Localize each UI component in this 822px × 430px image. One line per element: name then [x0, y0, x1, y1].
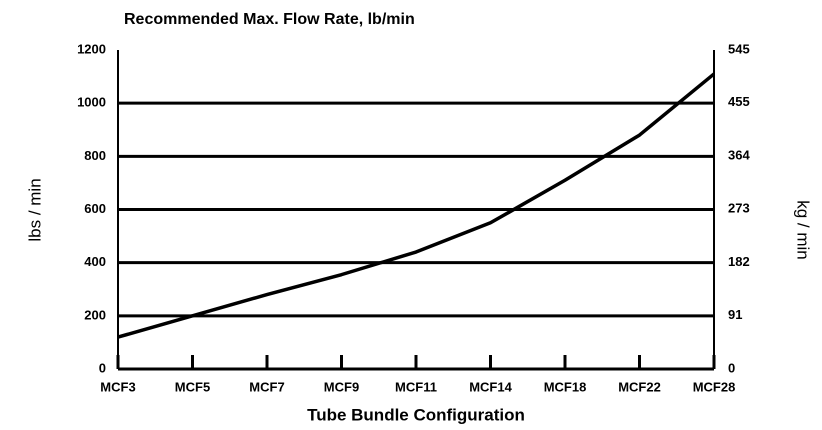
- y2-tick-label: 182: [728, 254, 750, 269]
- line-series: [117, 72, 716, 339]
- y2-tick-label: 0: [728, 360, 735, 375]
- y-tick-label: 0: [99, 360, 106, 375]
- x-tick-label: MCF18: [544, 379, 587, 394]
- x-tick-label: MCF14: [469, 379, 512, 394]
- chart-title: Recommended Max. Flow Rate, lb/min: [124, 11, 415, 28]
- y2-tick-label: 545: [728, 41, 750, 56]
- x-tick-label: MCF28: [693, 379, 736, 394]
- x-tick-label: MCF3: [100, 379, 135, 394]
- y-tick-label: 600: [84, 201, 106, 216]
- y2-tick-label: 91: [728, 307, 742, 322]
- x-axis-title: Tube Bundle Configuration: [307, 405, 525, 424]
- y-tick-label: 200: [84, 307, 106, 322]
- x-tick-label: MCF11: [395, 379, 437, 394]
- y-tick-label: 800: [84, 148, 106, 163]
- y-tick-label: 1200: [77, 41, 106, 56]
- x-tick-label: MCF9: [324, 379, 359, 394]
- y2-axis-title: kg / min: [794, 200, 813, 260]
- y-tick-label: 1000: [77, 95, 106, 110]
- x-tick-label: MCF7: [249, 379, 284, 394]
- y-tick-label: 400: [84, 254, 106, 269]
- y2-tick-label: 455: [728, 94, 750, 109]
- y2-tick-label: 364: [728, 147, 750, 162]
- x-tick-label: MCF5: [175, 379, 210, 394]
- y2-tick-label: 273: [728, 201, 750, 216]
- y-axis-title: lbs / min: [25, 178, 44, 241]
- x-tick-label: MCF22: [618, 379, 661, 394]
